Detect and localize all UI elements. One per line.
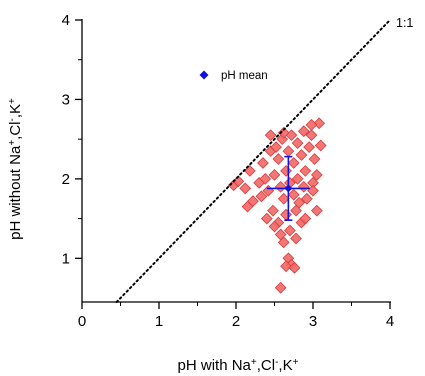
x-axis-ticks: 0 1 2 3 4 [78,302,394,330]
y-axis-label: pH without Na+,Cl-,K+ [7,98,25,240]
data-point [287,188,300,201]
data-point [299,165,312,177]
data-point [313,117,326,130]
mean-point [284,184,293,193]
data-point [260,212,273,225]
legend-marker-pH-mean [199,70,209,80]
data-point [280,208,292,221]
data-point [272,153,285,165]
y-tick-label: 3 [62,91,70,108]
legend-label-pH-mean: pH mean [221,70,268,82]
x-axis-label: pH with Na+,Cl-,K+ [178,357,299,375]
data-point [243,165,256,177]
one-to-one-label: 1:1 [396,16,413,30]
y-tick-label: 4 [62,12,70,29]
legend-diamond-icon [199,70,209,80]
data-point [268,169,281,181]
data-point [291,137,304,149]
data-point [274,180,287,193]
data-point [257,157,269,169]
x-tick-label: 0 [78,313,86,330]
y-axis-ticks: 1 2 3 4 [62,12,82,267]
data-point [241,200,254,213]
data-point [300,192,313,205]
x-tick-label: 1 [155,313,163,330]
data-point [268,220,281,233]
y-tick-label: 2 [62,171,70,188]
legend: pH mean [199,70,268,82]
data-point [255,190,268,203]
data-point [293,196,306,209]
data-point [305,129,318,142]
data-point [267,204,279,217]
data-point [270,141,282,153]
data-point [282,145,295,157]
data-point [277,236,290,249]
data-point [280,165,292,177]
data-point [284,224,296,237]
data-point [310,169,323,181]
data-point [291,173,304,185]
data-point [308,153,321,165]
data-point [287,157,300,169]
data-point [277,192,290,205]
x-tick-label: 2 [232,313,240,330]
data-point [264,129,277,142]
mean-marker [266,155,310,221]
data-point [299,212,312,225]
data-point [310,204,323,217]
data-point [274,281,287,294]
data-point [314,139,327,152]
data-point [305,118,318,131]
data-point [239,182,252,195]
data-point [259,173,272,185]
data-point [303,141,316,153]
data-point [297,125,310,138]
data-point [290,232,302,245]
data-point [277,126,290,139]
data-point [297,180,310,193]
x-tick-label: 3 [309,313,317,330]
data-point [288,261,301,274]
one-to-one-line [115,19,391,303]
data-point [295,149,308,161]
data-point [280,260,292,273]
y-tick-label: 1 [62,250,70,267]
data-points [227,117,327,294]
x-tick-label: 4 [386,313,394,330]
